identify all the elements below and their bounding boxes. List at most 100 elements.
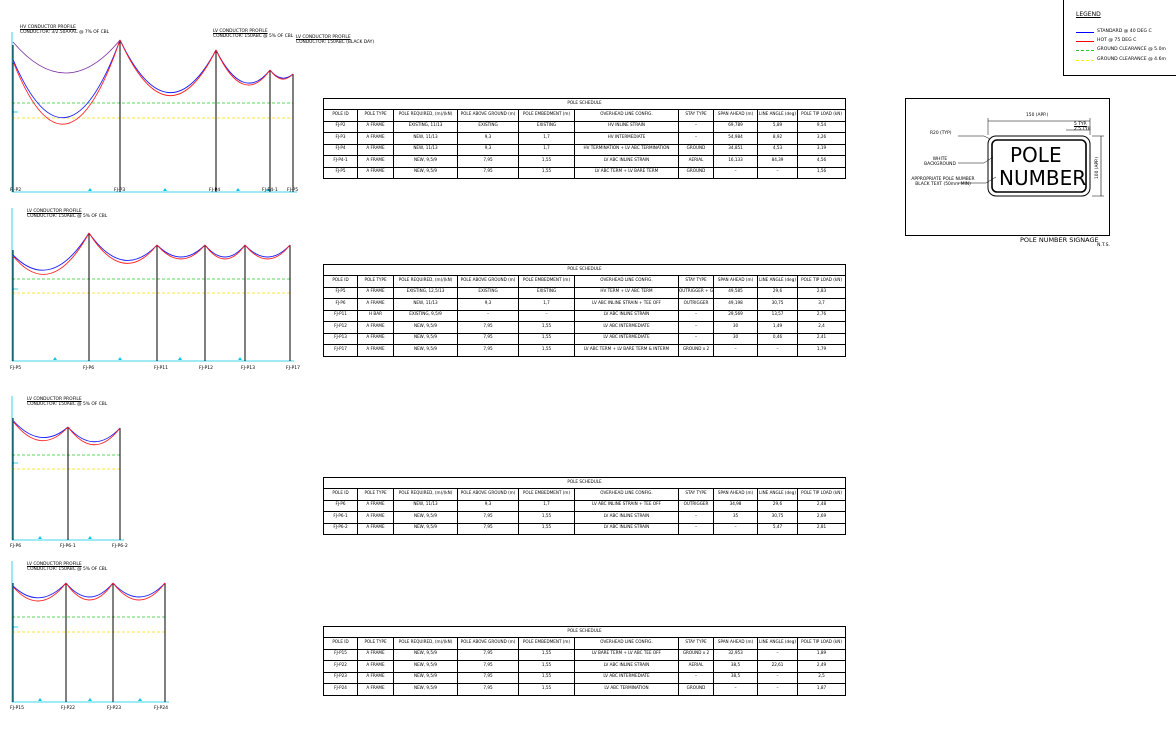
table-cell: 7,95 (457, 511, 519, 524)
column-header: POLE TIP LOAD (kN) (796, 275, 847, 288)
column-header: POLE REQUIRED, (m)/(kN) (393, 109, 458, 122)
table-cell: A FRAME (357, 120, 394, 133)
table-cell: 7,95 (457, 155, 519, 168)
table-cell: FJ-P5 (323, 166, 358, 179)
table-cell: 9,54 (796, 120, 847, 133)
profile-title: LV CONDUCTOR PROFILE (213, 29, 268, 34)
table-cell: 0,46 (757, 332, 798, 345)
column-header: POLE ID (323, 488, 358, 501)
table-cell: 2,83 (796, 286, 847, 299)
table-cell: LV ABC INTERMEDIATE (574, 321, 679, 334)
table-cell: – (713, 166, 758, 179)
table-cell: 34,851 (713, 143, 758, 156)
table-cell: NEW, 9,5/9 (393, 155, 458, 168)
pole-id-label: FJ-P6-1 (60, 544, 76, 549)
column-header: POLE TYPE (357, 275, 394, 288)
table-cell: 1,55 (518, 166, 575, 179)
table-row: FJ-P6-2 A FRAME NEW, 9,5/9 7,95 1,55 LV ABC I… (323, 522, 847, 535)
profile-arrow-marker (266, 188, 270, 191)
table-cell: – (757, 683, 798, 696)
table-cell: 38,5 (713, 671, 758, 684)
table-row: FJ-P6-1 A FRAME NEW, 9,5/9 7,95 1,55 LV ABC I… (323, 511, 847, 524)
table-cell: AERIAL (678, 155, 714, 168)
table-cell: 5,89 (757, 120, 798, 133)
pole-id-label: FJ-P2 (10, 188, 22, 193)
legend-title: LEGEND (1076, 11, 1101, 18)
column-header: POLE EMBEDMENT (m) (518, 275, 575, 288)
column-header: POLE REQUIRED, (m)/(kN) (393, 488, 458, 501)
conductor-hot (215, 49, 271, 86)
column-header: POLE REQUIRED, (m)/(kN) (393, 637, 458, 650)
table-cell: 13,57 (757, 309, 798, 322)
table-cell: FJ-P3 (323, 132, 358, 145)
table-cell: 2,4 (796, 321, 847, 334)
table-row: FJ-P22 A FRAME NEW, 9,5/9 7,95 1,55 LV ABC IN… (323, 660, 847, 673)
table-cell: 1,55 (518, 321, 575, 334)
table-cell: 49,198 (713, 298, 758, 311)
pole-schedule-table: POLE SCHEDULE POLE ID POLE TYPE POLE REQUIR… (322, 98, 847, 179)
conductor-standard (65, 582, 114, 598)
legend-item-hot: HOT @ 75 DEG C (1076, 38, 1176, 46)
table-cell: 30,75 (757, 511, 798, 524)
table-cell: FJ-P22 (323, 660, 358, 673)
table-cell: EXISTING (457, 120, 519, 133)
profile-arrow-marker (163, 188, 167, 191)
table-cell: 1,55 (518, 511, 575, 524)
table-cell: LV ABC INLINE STRAIN (574, 511, 679, 524)
column-header: STAY TYPE (678, 109, 714, 122)
profile-title: LV CONDUCTOR PROFILE (27, 209, 82, 214)
table-cell: NEW, 9,5/9 (393, 660, 458, 673)
column-header: LINE ANGLE (deg) (757, 275, 798, 288)
table-cell: 4,56 (796, 155, 847, 168)
pole-id-label: FJ-P22 (61, 706, 76, 711)
pole-id-label: FJ-P4-1 (262, 188, 278, 193)
table-cell: – (713, 522, 758, 535)
table-cell: 7,95 (457, 648, 519, 661)
table-cell: 1,89 (796, 648, 847, 661)
table-cell: 1,55 (518, 671, 575, 684)
pole-schedule-table: POLE SCHEDULE POLE ID POLE TYPE POLE REQUIR… (322, 264, 847, 357)
table-cell: GROUND (678, 166, 714, 179)
table-cell: FJ-P6-1 (323, 511, 358, 524)
table-cell: FJ-P6 (323, 499, 358, 512)
column-header: POLE EMBEDMENT (m) (518, 488, 575, 501)
table-cell: NEW, 9,5/9 (393, 648, 458, 661)
table-cell: A FRAME (357, 286, 394, 299)
pole-schedule-table: POLE SCHEDULE POLE ID POLE TYPE POLE REQUIR… (322, 477, 847, 535)
table-cell: NEW, 11/13 (393, 132, 458, 145)
table-row: FJ-P13 A FRAME NEW, 9,5/9 7,95 1,55 LV ABC IN… (323, 332, 847, 345)
column-header: POLE TIP LOAD (kN) (796, 109, 847, 122)
table-cell: 7,95 (457, 321, 519, 334)
conductor-standard (12, 39, 121, 118)
table-cell: FJ-P4-1 (323, 155, 358, 168)
column-header: POLE ID (323, 275, 358, 288)
table-cell: HV INTERMEDIATE (574, 132, 679, 145)
table-cell: A FRAME (357, 166, 394, 179)
table-cell: 7,95 (457, 671, 519, 684)
sign-radius-note: R20 (TYP) (930, 131, 952, 136)
column-header: POLE EMBEDMENT (m) (518, 637, 575, 650)
sign-background-note: WHITE BACKGROUND (924, 157, 956, 167)
table-cell: 1,56 (796, 166, 847, 179)
column-header: POLE REQUIRED, (m)/(kN) (393, 275, 458, 288)
table-row: FJ-P5 A FRAME NEW, 9,5/9 7,95 1,55 LV ABC TER… (323, 166, 847, 179)
table-cell: A FRAME (357, 344, 394, 357)
table-cell: FJ-P24 (323, 683, 358, 696)
profile-conductor-note: CONDUCTOR: 150ABC @ 5% OF CBL (27, 567, 108, 572)
conductor-standard (12, 582, 67, 599)
table-cell: NEW, 9,5/9 (393, 522, 458, 535)
profile-arrow-marker (38, 698, 42, 701)
profile-conductor-note: CONDUCTOR: 150ABC @ 5% OF CBL (27, 402, 108, 407)
conductor-standard (112, 582, 166, 598)
table-cell: 30 (713, 332, 758, 345)
conductor-standard (12, 232, 90, 271)
table-cell: 3,7 (796, 298, 847, 311)
table-cell: GROUND x 2 (678, 648, 714, 661)
profile-arrow-marker (53, 357, 57, 360)
column-header: POLE ABOVE GROUND (m) (457, 275, 519, 288)
table-cell: A FRAME (357, 298, 394, 311)
table-cell: EXISTING, 11/13 (393, 120, 458, 133)
column-header: POLE TIP LOAD (kN) (796, 637, 847, 650)
table-cell: GROUND (678, 683, 714, 696)
conductor-hot (67, 426, 121, 446)
